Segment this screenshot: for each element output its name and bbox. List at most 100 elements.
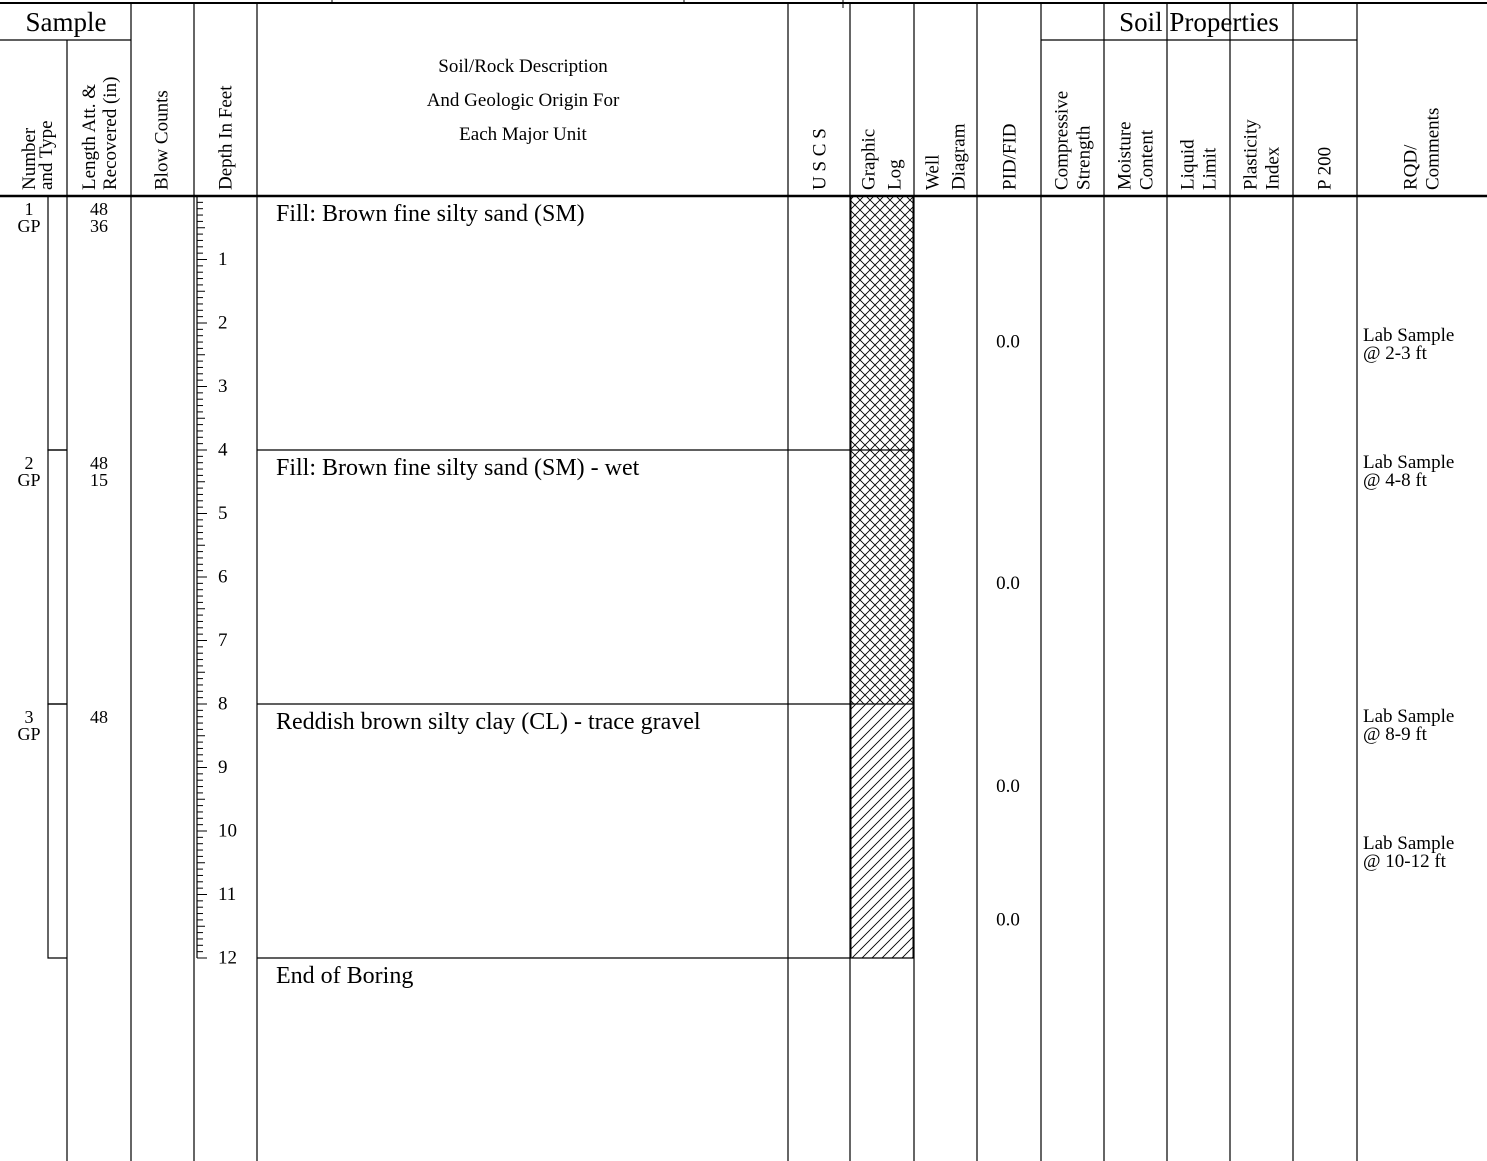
sample-group-title: Sample	[26, 7, 107, 37]
depth-label-7: 7	[218, 630, 228, 651]
sample-number: 2	[25, 453, 34, 473]
sample-length-attempted: 48	[90, 199, 108, 219]
header-number-type-line-2: and Type	[36, 120, 57, 190]
comment-line: Lab Sample	[1363, 833, 1454, 854]
header-well-diagram: Well Diagram	[923, 123, 970, 190]
header-liquid: Liquid Limit	[1178, 139, 1221, 190]
header-number-type-line-1: Number	[19, 127, 40, 190]
header-graphic-log: Graphic Log	[859, 129, 906, 190]
pid-readings: 0.0 0.0 0.0 0.0	[996, 332, 1020, 931]
header-well-diagram-line-1: Well	[923, 155, 944, 190]
soil-properties-group-title: Soil Properties	[1119, 7, 1279, 37]
sample-interval-bracket	[47, 703, 67, 959]
sample-interval-bracket	[47, 195, 67, 451]
depth-label-8: 8	[218, 694, 228, 715]
header-length-line-2: Recovered (in)	[100, 77, 121, 190]
header-length: Length Att. & Recovered (in)	[79, 77, 121, 190]
depth-label-4: 4	[218, 440, 228, 461]
header-pid-fid: PID/FID	[1000, 123, 1021, 190]
comment-line: Lab Sample	[1363, 452, 1454, 473]
description-header-line-3: Each Major Unit	[459, 124, 587, 145]
comment-line: Lab Sample	[1363, 325, 1454, 346]
header-rqd-line-1: RQD/	[1401, 144, 1422, 190]
sample-recovered: 15	[90, 470, 108, 490]
header-pid-fid-line-1: PID/FID	[1000, 123, 1021, 190]
depth-label-11: 11	[218, 884, 236, 905]
unit-description: Fill: Brown fine silty sand (SM) - wet	[276, 455, 640, 481]
header-rqd: RQD/Comments	[1401, 108, 1444, 190]
header-moisture-line-1: Moisture	[1115, 121, 1136, 190]
graphic-log-column	[850, 195, 914, 959]
header-plasticity-line-1: Plasticity	[1241, 119, 1262, 190]
comment-line: @ 8-9 ft	[1363, 724, 1428, 745]
sample-number: 1	[25, 199, 34, 219]
sample-number: 3	[25, 707, 34, 727]
header-p200-line-1: P 200	[1315, 147, 1336, 190]
comment-2: Lab Sample@ 4-8 ft	[1363, 452, 1454, 491]
header-graphic-log-line-1: Graphic	[859, 129, 880, 190]
header-compressive: Compressive Strength	[1052, 91, 1095, 190]
sample-type: GP	[17, 216, 40, 236]
header-depth-line-1: Depth In Feet	[216, 85, 237, 190]
unit-description: End of Boring	[276, 963, 413, 989]
header-moisture: Moisture Content	[1115, 121, 1158, 190]
header-graphic-log-line-2: Log	[885, 159, 906, 190]
comment-line: Lab Sample	[1363, 706, 1454, 727]
comment-4: Lab Sample@ 10-12 ft	[1363, 833, 1454, 872]
depth-label-6: 6	[218, 567, 228, 588]
pid-reading-3: 0.0	[996, 776, 1020, 797]
sample-type: GP	[17, 470, 40, 490]
comment-line: @ 4-8 ft	[1363, 470, 1428, 491]
sample-interval-bracket	[47, 449, 67, 705]
description-header-line-2: And Geologic Origin For	[427, 90, 620, 111]
sample-length-attempted: 48	[90, 453, 108, 473]
header-plasticity-line-2: Index	[1263, 146, 1284, 190]
depth-label-10: 10	[218, 821, 237, 842]
depth-label-12: 12	[218, 948, 237, 969]
header-uscs: U S C S	[810, 128, 831, 190]
soil-units: Fill: Brown fine silty sand (SM) Fill: Br…	[257, 201, 914, 989]
description-header-line-1: Soil/Rock Description	[438, 56, 608, 77]
depth-label-5: 5	[218, 503, 228, 524]
graphic-log-diagonal-3	[850, 703, 914, 959]
soil-unit-4: End of Boring	[257, 957, 914, 989]
sample-length-attempted: 48	[90, 707, 108, 727]
header-uscs-line-1: U S C S	[810, 128, 831, 190]
pid-reading-4: 0.0	[996, 909, 1020, 930]
comment-1: Lab Sample@ 2-3 ft	[1363, 325, 1454, 364]
soil-unit-2: Fill: Brown fine silty sand (SM) - wet	[257, 449, 914, 481]
depth-label-2: 2	[218, 313, 228, 334]
sample-3: 3GP 48	[17, 703, 108, 959]
header-compressive-line-1: Compressive	[1052, 91, 1073, 190]
depth-label-3: 3	[218, 376, 228, 397]
header-depth: Depth In Feet	[216, 85, 237, 190]
header-blow-counts-line-1: Blow Counts	[152, 90, 173, 190]
comment-line: @ 2-3 ft	[1363, 343, 1428, 364]
header-rqd-line-2: Comments	[1423, 108, 1444, 190]
sample-type: GP	[17, 724, 40, 744]
header-liquid-line-1: Liquid	[1178, 139, 1199, 190]
sample-recovered: 36	[90, 216, 108, 236]
description-header: Soil/Rock Description And Geologic Origi…	[427, 56, 620, 145]
pid-reading-1: 0.0	[996, 332, 1020, 353]
unit-description: Fill: Brown fine silty sand (SM)	[276, 201, 585, 227]
comment-line: @ 10-12 ft	[1363, 851, 1447, 872]
soil-unit-3: Reddish brown silty clay (CL) - trace gr…	[257, 703, 914, 735]
comment-3: Lab Sample@ 8-9 ft	[1363, 706, 1454, 745]
header-blow-counts: Blow Counts	[152, 90, 173, 190]
header-length-line-1: Length Att. &	[79, 84, 100, 190]
soil-unit-1: Fill: Brown fine silty sand (SM)	[276, 201, 585, 227]
unit-description: Reddish brown silty clay (CL) - trace gr…	[276, 709, 701, 735]
header-liquid-line-2: Limit	[1200, 147, 1221, 190]
depth-label-1: 1	[218, 249, 228, 270]
pid-reading-2: 0.0	[996, 573, 1020, 594]
header-well-diagram-line-2: Diagram	[949, 123, 970, 190]
